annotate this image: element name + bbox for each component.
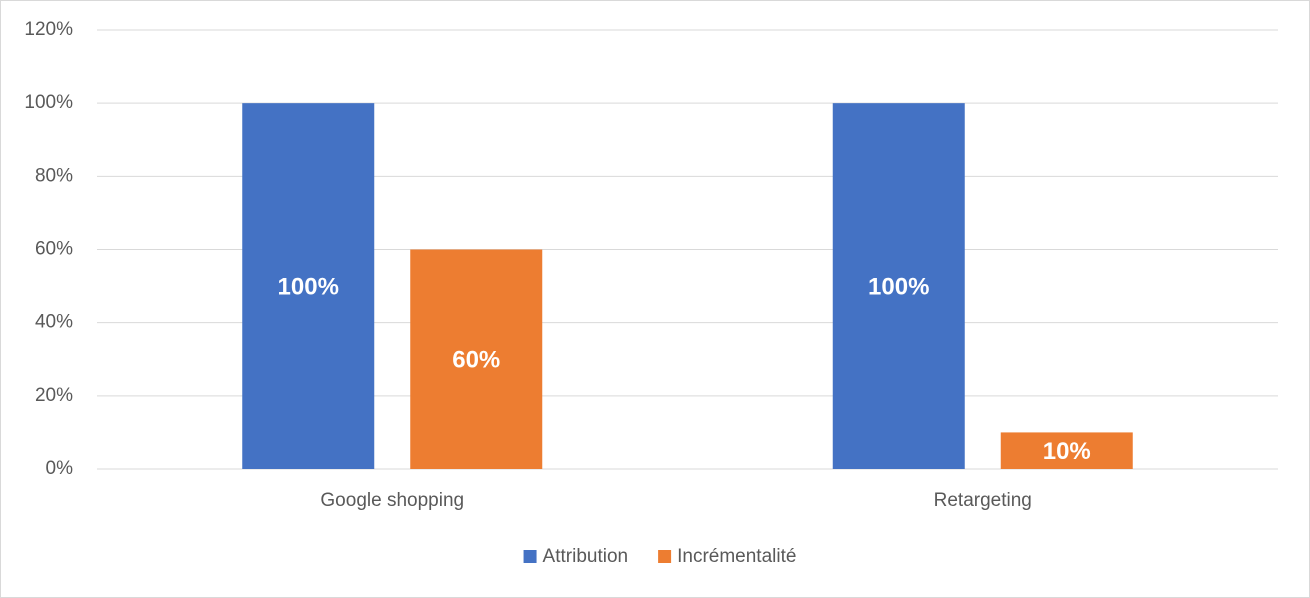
bar [242, 103, 375, 470]
bar [832, 103, 965, 470]
y-tick-label: 60% [35, 239, 73, 260]
x-tick-label: Retargeting [934, 490, 1032, 511]
legend-label: Incrémentalité [677, 546, 796, 567]
legend-label: Attribution [543, 546, 629, 567]
legend-swatch [658, 550, 672, 563]
x-tick-label: Google shopping [320, 490, 464, 511]
value-label: 100% [868, 273, 929, 300]
y-tick-label: 120% [24, 19, 73, 40]
y-tick-label: 100% [24, 92, 73, 113]
legend-swatch [523, 550, 537, 563]
value-label: 100% [278, 273, 339, 300]
bar [1000, 432, 1133, 469]
bar [410, 249, 543, 469]
value-label: 10% [1043, 438, 1091, 465]
y-tick-label: 0% [46, 458, 74, 479]
y-tick-label: 40% [35, 312, 73, 333]
y-tick-label: 80% [35, 165, 73, 186]
value-label: 60% [452, 347, 500, 374]
y-tick-label: 20% [35, 385, 73, 406]
